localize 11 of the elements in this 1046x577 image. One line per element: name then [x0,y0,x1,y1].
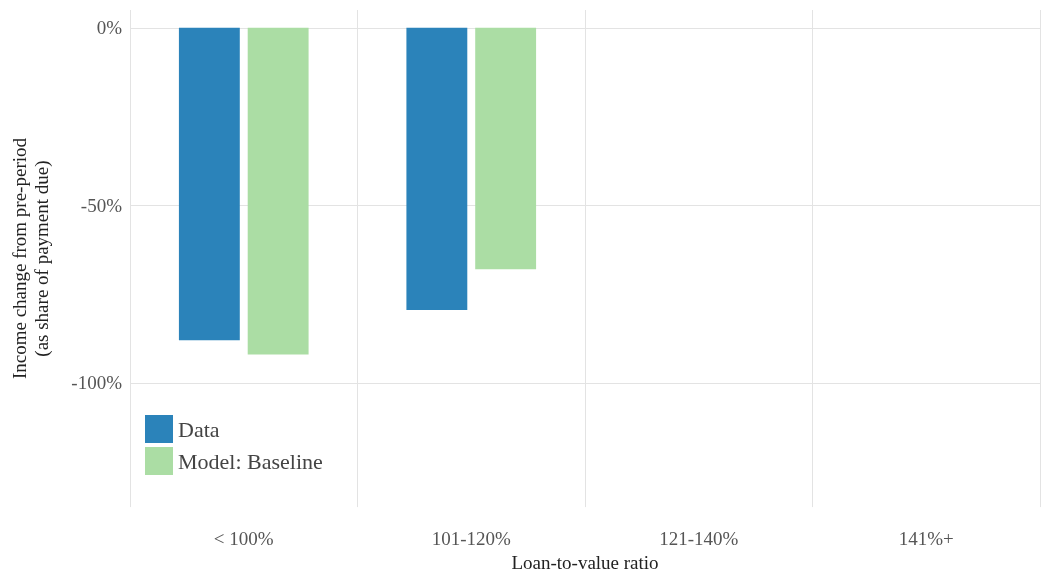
y-axis-title: Income change from pre-period (as share of payment due) [8,137,53,380]
y-tick-label: -100% [71,372,123,394]
legend-label: Data [178,416,220,442]
x-tick-label: 121-140% [659,528,739,550]
y-tick-label: 0% [96,17,123,39]
x-tick-label: 141%+ [898,528,954,550]
y-tick-label: -50% [80,194,123,216]
x-axis-title: Loan-to-value ratio [511,552,659,573]
x-tick-label: < 100% [213,528,274,550]
legend-label: Model: Baseline [178,448,323,474]
x-tick-label: 101-120% [431,528,511,550]
